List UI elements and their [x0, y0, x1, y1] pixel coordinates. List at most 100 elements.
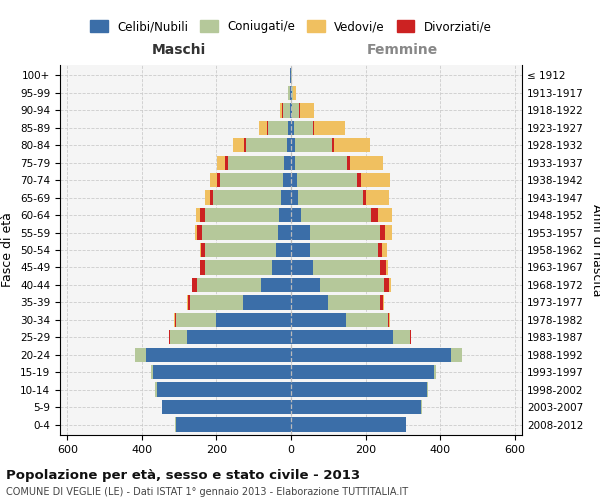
Bar [427, 382, 428, 397]
Bar [291, 208, 301, 222]
Bar [202, 226, 278, 239]
Bar [291, 348, 451, 362]
Bar [290, 68, 291, 82]
Bar [291, 226, 310, 239]
Bar [261, 278, 291, 292]
Bar [291, 120, 294, 135]
Bar [293, 86, 296, 100]
Bar [276, 243, 291, 257]
Bar [200, 243, 201, 257]
Bar [192, 278, 197, 292]
Bar [283, 173, 291, 188]
Bar [146, 348, 291, 362]
Y-axis label: Fasce di età: Fasce di età [1, 212, 14, 288]
Bar [434, 365, 436, 380]
Bar [229, 156, 284, 170]
Bar [201, 243, 205, 257]
Bar [301, 208, 371, 222]
Bar [205, 190, 210, 205]
Bar [196, 208, 200, 222]
Bar [389, 278, 391, 292]
Bar [217, 173, 220, 188]
Bar [187, 330, 291, 344]
Bar [451, 348, 461, 362]
Bar [259, 120, 267, 135]
Bar [279, 208, 291, 222]
Bar [382, 243, 388, 257]
Text: Popolazione per età, sesso e stato civile - 2013: Popolazione per età, sesso e stato civil… [6, 468, 360, 481]
Bar [281, 190, 291, 205]
Bar [291, 260, 313, 274]
Bar [366, 190, 389, 205]
Y-axis label: Anni di nascita: Anni di nascita [590, 204, 600, 296]
Bar [217, 156, 226, 170]
Bar [380, 295, 383, 310]
Bar [291, 400, 421, 414]
Bar [371, 208, 378, 222]
Bar [197, 226, 202, 239]
Bar [299, 103, 314, 118]
Bar [233, 138, 244, 152]
Bar [380, 226, 385, 239]
Bar [213, 190, 281, 205]
Bar [267, 120, 268, 135]
Bar [176, 418, 291, 432]
Bar [290, 103, 291, 118]
Bar [358, 173, 361, 188]
Bar [169, 330, 170, 344]
Bar [287, 138, 291, 152]
Bar [292, 103, 299, 118]
Text: COMUNE DI VEGLIE (LE) - Dati ISTAT 1° gennaio 2013 - Elaborazione TUTTITALIA.IT: COMUNE DI VEGLIE (LE) - Dati ISTAT 1° ge… [6, 487, 408, 497]
Bar [170, 330, 187, 344]
Bar [205, 260, 272, 274]
Bar [220, 173, 283, 188]
Bar [384, 278, 389, 292]
Bar [347, 156, 350, 170]
Bar [334, 138, 370, 152]
Bar [205, 243, 276, 257]
Bar [242, 295, 291, 310]
Bar [346, 312, 388, 327]
Bar [332, 138, 334, 152]
Bar [383, 295, 384, 310]
Bar [361, 173, 391, 188]
Bar [295, 138, 332, 152]
Bar [244, 138, 245, 152]
Bar [320, 278, 384, 292]
Bar [290, 86, 291, 100]
Bar [291, 86, 292, 100]
Bar [226, 156, 229, 170]
Bar [291, 156, 295, 170]
Bar [163, 400, 291, 414]
Bar [210, 190, 213, 205]
Bar [291, 382, 427, 397]
Bar [289, 86, 290, 100]
Bar [378, 243, 382, 257]
Bar [350, 156, 383, 170]
Bar [313, 120, 314, 135]
Bar [191, 278, 192, 292]
Bar [280, 103, 283, 118]
Bar [310, 243, 378, 257]
Bar [291, 418, 406, 432]
Bar [295, 156, 347, 170]
Bar [291, 365, 434, 380]
Bar [389, 312, 390, 327]
Bar [288, 120, 291, 135]
Bar [362, 190, 366, 205]
Text: Maschi: Maschi [152, 43, 206, 57]
Bar [283, 103, 290, 118]
Bar [268, 120, 288, 135]
Bar [217, 312, 291, 327]
Bar [157, 382, 291, 397]
Bar [153, 365, 291, 380]
Bar [421, 400, 422, 414]
Bar [298, 190, 362, 205]
Bar [394, 330, 410, 344]
Bar [385, 226, 392, 239]
Bar [386, 260, 388, 274]
Bar [291, 103, 292, 118]
Bar [197, 278, 261, 292]
Bar [291, 190, 298, 205]
Text: Femmine: Femmine [367, 43, 439, 57]
